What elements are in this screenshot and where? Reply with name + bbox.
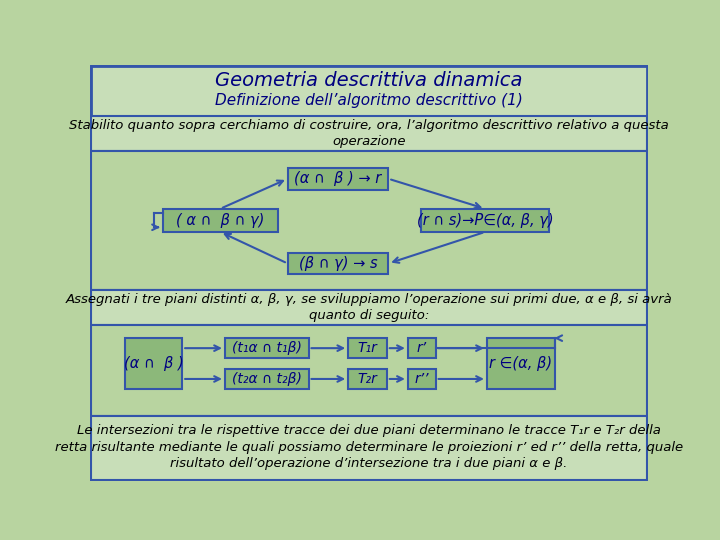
FancyBboxPatch shape (225, 338, 309, 358)
Text: Assegnati i tre piani distinti α, β, γ, se sviluppiamo l’operazione sui primi du: Assegnati i tre piani distinti α, β, γ, … (66, 293, 672, 322)
Text: Geometria descrittiva dinamica: Geometria descrittiva dinamica (215, 71, 523, 90)
Text: Definizione dell’algoritmo descrittivo (1): Definizione dell’algoritmo descrittivo (… (215, 93, 523, 107)
Text: T₂r: T₂r (358, 372, 377, 386)
Text: (t₂α ∩ t₂β): (t₂α ∩ t₂β) (232, 372, 302, 386)
FancyBboxPatch shape (91, 416, 647, 480)
Text: r’’: r’’ (415, 372, 429, 386)
FancyBboxPatch shape (421, 209, 549, 232)
Text: Stabilito quanto sopra cerchiamo di costruire, ora, l’algoritmo descrittivo rela: Stabilito quanto sopra cerchiamo di cost… (69, 119, 669, 148)
FancyBboxPatch shape (225, 369, 309, 389)
FancyBboxPatch shape (91, 151, 647, 289)
Text: (r ∩ s)→P∈(α, β, γ): (r ∩ s)→P∈(α, β, γ) (417, 213, 554, 228)
Text: ( α ∩  β ∩ γ): ( α ∩ β ∩ γ) (176, 213, 264, 228)
Text: T₁r: T₁r (358, 341, 377, 355)
FancyBboxPatch shape (91, 65, 647, 116)
FancyBboxPatch shape (91, 289, 647, 325)
FancyBboxPatch shape (287, 168, 388, 190)
Text: (t₁α ∩ t₁β): (t₁α ∩ t₁β) (232, 341, 302, 355)
Text: r ∈(α, β): r ∈(α, β) (490, 356, 552, 371)
FancyBboxPatch shape (91, 65, 647, 480)
FancyBboxPatch shape (348, 338, 387, 358)
Text: Le intersezioni tra le rispettive tracce dei due piani determinano le tracce T₁r: Le intersezioni tra le rispettive tracce… (55, 424, 683, 470)
FancyBboxPatch shape (91, 325, 647, 416)
FancyBboxPatch shape (125, 338, 182, 389)
FancyBboxPatch shape (408, 369, 436, 389)
FancyBboxPatch shape (408, 338, 436, 358)
FancyBboxPatch shape (287, 253, 388, 274)
Text: (α ∩  β ): (α ∩ β ) (124, 356, 184, 371)
Text: r’: r’ (417, 341, 427, 355)
Text: (α ∩  β ) → r: (α ∩ β ) → r (294, 171, 382, 186)
FancyBboxPatch shape (487, 338, 555, 389)
FancyBboxPatch shape (163, 209, 277, 232)
FancyBboxPatch shape (91, 116, 647, 151)
Text: (β ∩ γ) → s: (β ∩ γ) → s (299, 256, 377, 271)
FancyBboxPatch shape (348, 369, 387, 389)
